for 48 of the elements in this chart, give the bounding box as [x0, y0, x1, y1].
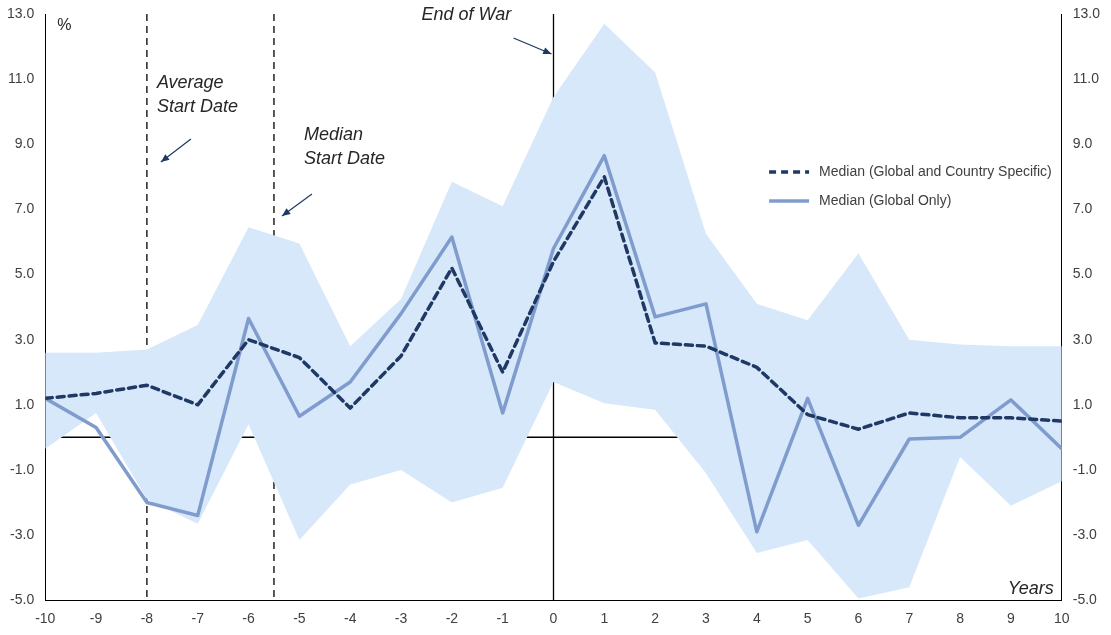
y-tick-label: 7.0	[14, 200, 35, 217]
y-tick-label: 3.0	[14, 330, 35, 347]
x-tick-label: 1	[600, 610, 609, 627]
y-tick-label: -5.0	[10, 591, 35, 608]
x-tick-label: 10	[1053, 610, 1070, 627]
y2-tick-label: -5.0	[1072, 591, 1098, 608]
y-tick-label: 5.0	[14, 265, 35, 282]
y2-tick-label: 13.0	[1072, 4, 1101, 21]
x-tick-label: -3	[394, 610, 408, 627]
y2-tick-label: -3.0	[1072, 525, 1098, 542]
y2-tick-label: 11.0	[1072, 69, 1100, 86]
legend-label: Median (Global and Country Specific)	[819, 162, 1052, 179]
x-tick-label: 0	[549, 610, 558, 627]
x-tick-label: 6	[854, 610, 863, 627]
x-tick-label: -2	[445, 610, 459, 627]
x-axis-title: Years	[1007, 578, 1054, 599]
x-tick-label: 5	[803, 610, 812, 627]
x-tick-label: 9	[1007, 610, 1016, 627]
x-tick-label: -5	[293, 610, 306, 627]
y-tick-label: 9.0	[14, 135, 35, 152]
x-tick-label: -8	[140, 610, 154, 627]
legend-label: Median (Global Only)	[819, 191, 952, 208]
y2-tick-label: -1.0	[1072, 460, 1098, 477]
ref-line-label: Median Start Date	[303, 124, 386, 168]
ref-line-label: End of War	[421, 4, 513, 24]
y-tick-label: -1.0	[10, 460, 35, 477]
x-tick-label: 2	[651, 610, 660, 627]
y2-tick-label: 1.0	[1072, 395, 1093, 412]
ref-line-label: Average Start Date	[155, 72, 238, 116]
x-tick-label: 7	[905, 610, 914, 627]
x-tick-label: -9	[89, 610, 103, 627]
x-tick-label: 8	[956, 610, 965, 627]
y2-tick-label: 3.0	[1072, 330, 1093, 347]
x-tick-label: -4	[343, 610, 357, 627]
x-tick-label: 3	[702, 610, 711, 627]
y2-tick-label: 7.0	[1072, 200, 1093, 217]
x-tick-label: -1	[496, 610, 510, 627]
x-tick-label: 4	[752, 610, 761, 627]
y-tick-label: 1.0	[14, 395, 35, 412]
y-tick-label: 13.0	[7, 4, 35, 21]
y-tick-label: 11.0	[8, 69, 35, 86]
x-tick-label: -6	[242, 610, 255, 627]
x-tick-label: -10	[35, 610, 56, 627]
y2-tick-label: 5.0	[1072, 265, 1093, 282]
y2-tick-label: 9.0	[1072, 135, 1093, 152]
x-tick-label: -7	[191, 610, 205, 627]
y-tick-label: -3.0	[10, 525, 35, 542]
y-axis-title: %	[57, 16, 72, 34]
